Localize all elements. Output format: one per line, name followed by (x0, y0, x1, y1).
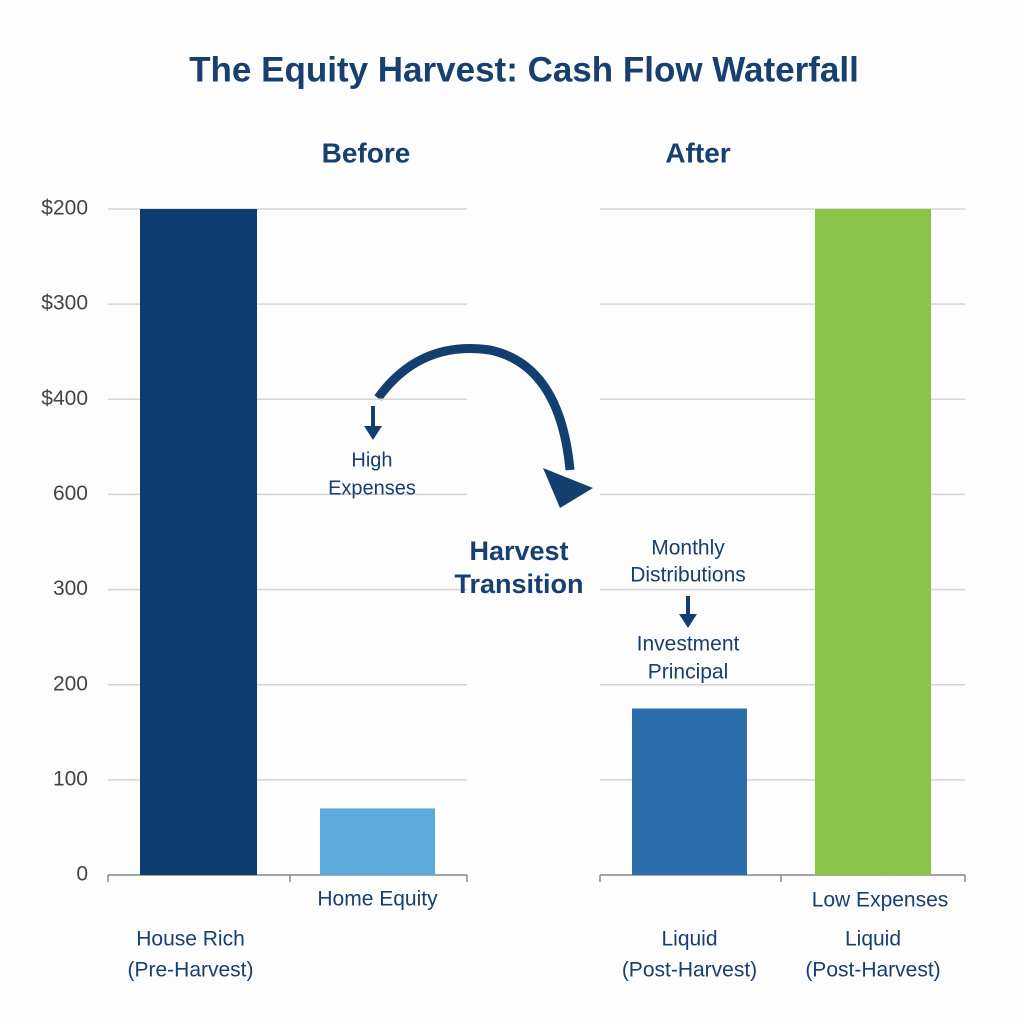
y-tick-label: $200 (41, 197, 88, 220)
panel-title: After (665, 137, 730, 168)
annotation: Monthly (651, 537, 725, 560)
bar (632, 708, 747, 875)
annotation: Low Expenses (812, 889, 949, 912)
down-arrowhead (679, 614, 697, 628)
down-arrowhead (364, 426, 382, 440)
bar (320, 808, 435, 875)
annotation: Principal (648, 661, 729, 684)
y-tick-label: 600 (53, 482, 88, 505)
chart-title: The Equity Harvest: Cash Flow Waterfall (189, 50, 859, 89)
x-tick-label: Liquid (661, 928, 717, 951)
y-tick-label: 0 (76, 863, 88, 886)
annotation: Distributions (630, 564, 746, 587)
x-tick-label: (Pre-Harvest) (127, 959, 253, 982)
x-tick-label: (Post-Harvest) (805, 959, 940, 982)
x-tick-label: Home Equity (317, 888, 438, 911)
transition-arrow (374, 344, 575, 471)
x-tick-label: Liquid (845, 928, 901, 951)
bar (815, 209, 931, 875)
x-tick-label: (Post-Harvest) (622, 959, 757, 982)
bar (140, 209, 257, 875)
y-tick-label: 200 (53, 672, 88, 695)
annotation: High (351, 449, 392, 471)
annotation: Harvest (469, 536, 568, 566)
annotation: Transition (454, 569, 583, 599)
annotation: Expenses (328, 477, 416, 499)
y-tick-label: 300 (53, 577, 88, 600)
y-tick-label: $300 (41, 292, 88, 315)
x-tick-label: House Rich (136, 928, 245, 951)
y-tick-label: 100 (53, 767, 88, 790)
transition-arrowhead (543, 468, 593, 508)
y-tick-label: $400 (41, 387, 88, 410)
panel-title: Before (322, 137, 411, 168)
annotation: Investment (637, 633, 740, 656)
